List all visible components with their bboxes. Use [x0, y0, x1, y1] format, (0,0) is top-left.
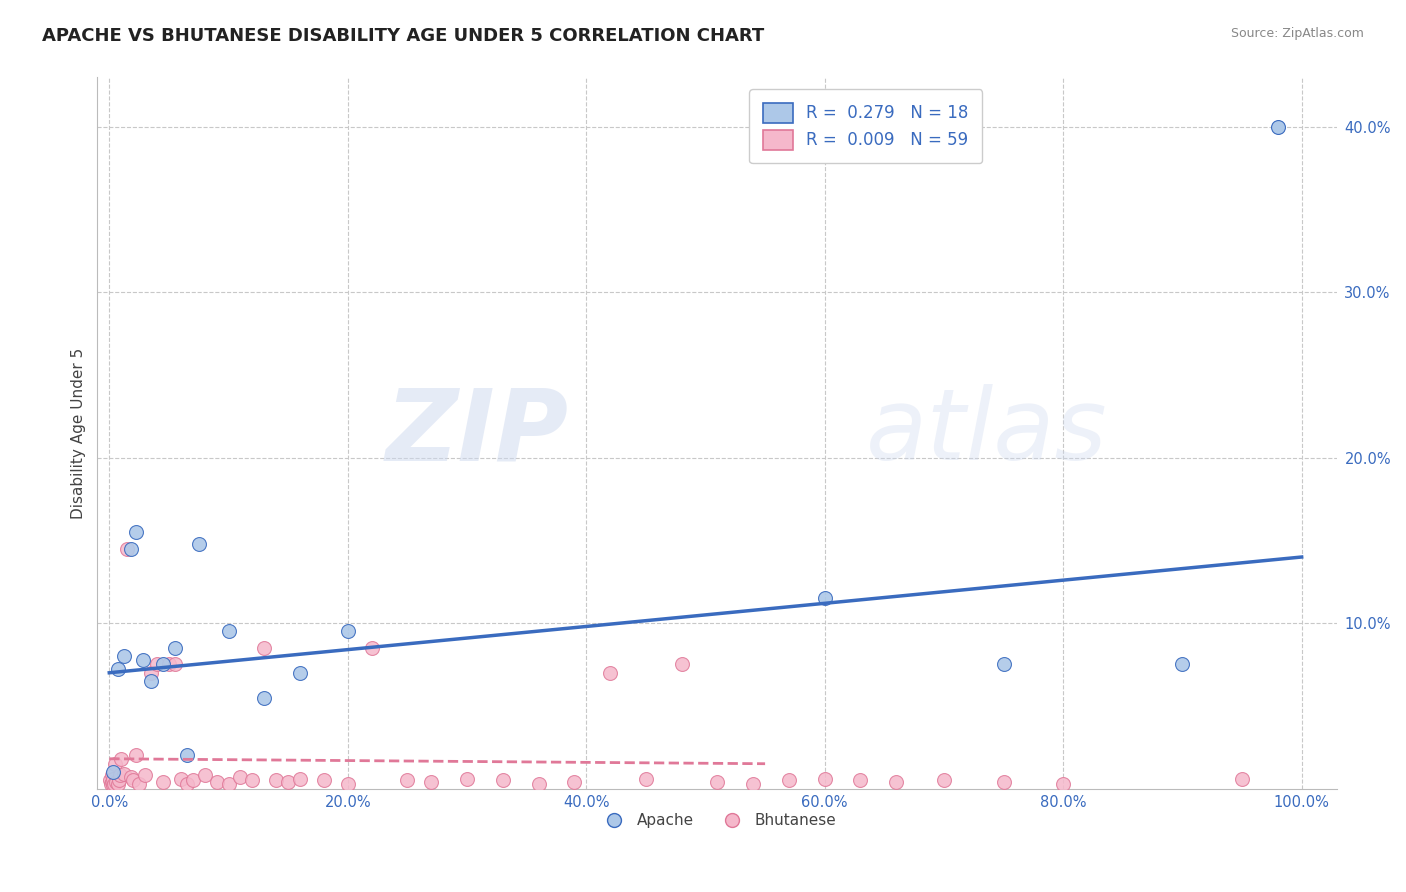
- Point: [163, 657, 186, 672]
- Point: [527, 776, 550, 790]
- Point: [264, 773, 287, 788]
- Point: [134, 768, 156, 782]
- Point: [671, 657, 693, 672]
- Point: [100, 773, 122, 788]
- Point: [115, 541, 138, 556]
- Point: [187, 537, 209, 551]
- Point: [108, 768, 131, 782]
- Point: [124, 748, 146, 763]
- Point: [139, 665, 162, 680]
- Point: [139, 673, 162, 688]
- Point: [218, 776, 240, 790]
- Point: [396, 773, 419, 788]
- Y-axis label: Disability Age Under 5: Disability Age Under 5: [72, 347, 86, 518]
- Point: [706, 775, 728, 789]
- Point: [240, 773, 263, 788]
- Point: [146, 657, 169, 672]
- Point: [778, 773, 800, 788]
- Point: [1052, 776, 1074, 790]
- Point: [312, 773, 335, 788]
- Point: [288, 772, 311, 786]
- Point: [336, 776, 359, 790]
- Point: [420, 775, 443, 789]
- Point: [163, 640, 186, 655]
- Point: [157, 657, 180, 672]
- Point: [152, 657, 174, 672]
- Point: [105, 775, 128, 789]
- Point: [112, 649, 135, 664]
- Point: [170, 772, 193, 786]
- Point: [194, 768, 217, 782]
- Point: [120, 770, 142, 784]
- Point: [101, 764, 124, 779]
- Point: [107, 663, 129, 677]
- Point: [229, 770, 252, 784]
- Point: [176, 776, 198, 790]
- Point: [993, 657, 1015, 672]
- Point: [103, 772, 125, 786]
- Point: [336, 624, 359, 639]
- Text: Source: ZipAtlas.com: Source: ZipAtlas.com: [1230, 27, 1364, 40]
- Point: [100, 768, 122, 782]
- Point: [110, 752, 132, 766]
- Point: [814, 591, 837, 606]
- Point: [599, 665, 621, 680]
- Point: [128, 776, 150, 790]
- Point: [742, 776, 765, 790]
- Point: [104, 756, 127, 771]
- Text: ZIP: ZIP: [385, 384, 568, 482]
- Point: [176, 748, 198, 763]
- Point: [277, 775, 299, 789]
- Point: [120, 541, 142, 556]
- Point: [1171, 657, 1194, 672]
- Point: [107, 776, 129, 790]
- Point: [122, 773, 145, 788]
- Point: [1267, 120, 1289, 134]
- Point: [253, 640, 276, 655]
- Point: [456, 772, 478, 786]
- Point: [884, 775, 907, 789]
- Point: [492, 773, 515, 788]
- Point: [205, 775, 228, 789]
- Point: [181, 773, 204, 788]
- Point: [1230, 772, 1253, 786]
- Point: [101, 775, 124, 789]
- Point: [253, 690, 276, 705]
- Point: [100, 776, 122, 790]
- Point: [218, 624, 240, 639]
- Point: [101, 778, 124, 792]
- Point: [131, 652, 153, 666]
- Point: [562, 775, 585, 789]
- Point: [152, 775, 174, 789]
- Point: [634, 772, 657, 786]
- Point: [360, 640, 382, 655]
- Point: [993, 775, 1015, 789]
- Text: APACHE VS BHUTANESE DISABILITY AGE UNDER 5 CORRELATION CHART: APACHE VS BHUTANESE DISABILITY AGE UNDER…: [42, 27, 765, 45]
- Point: [124, 525, 146, 540]
- Point: [103, 776, 125, 790]
- Point: [814, 772, 837, 786]
- Point: [849, 773, 872, 788]
- Point: [932, 773, 955, 788]
- Point: [112, 766, 135, 780]
- Point: [288, 665, 311, 680]
- Legend: Apache, Bhutanese: Apache, Bhutanese: [592, 807, 842, 834]
- Point: [108, 773, 131, 788]
- Text: atlas: atlas: [866, 384, 1108, 482]
